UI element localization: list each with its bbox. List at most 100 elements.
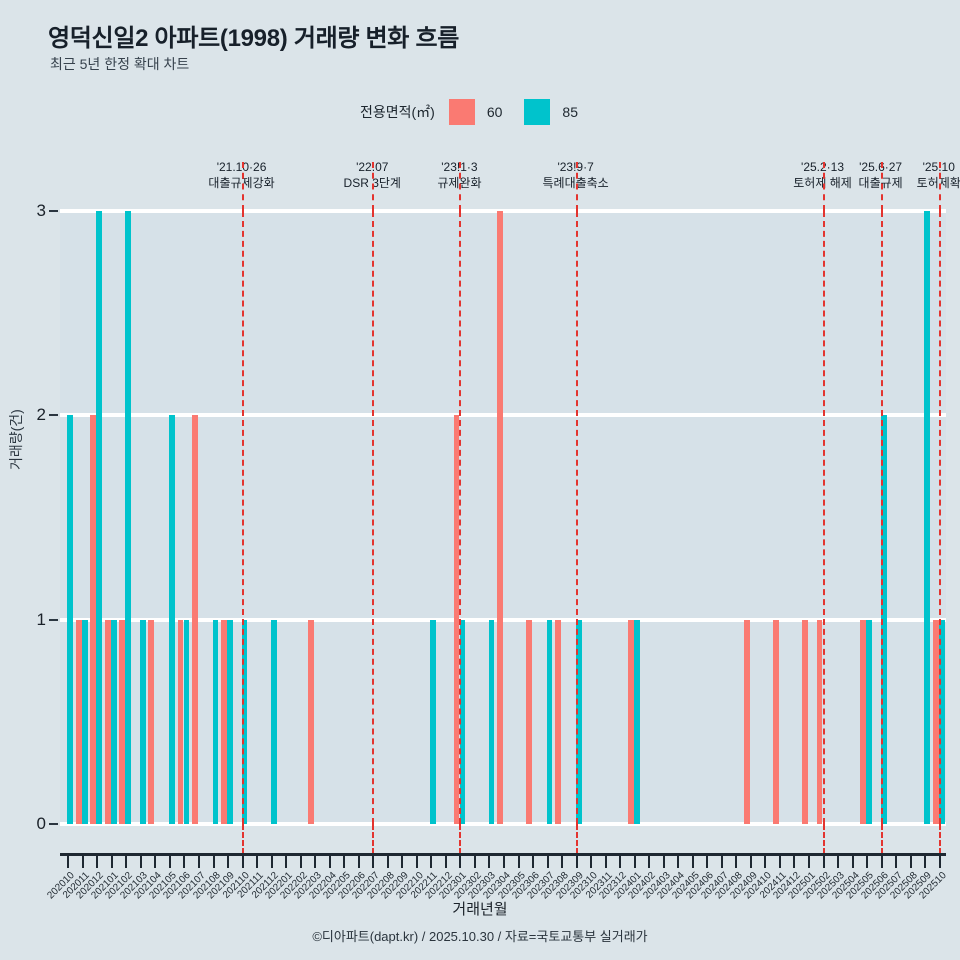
legend-swatch-60 bbox=[448, 99, 475, 125]
bar[interactable] bbox=[526, 619, 532, 824]
page-subtitle: 최근 5년 한정 확대 차트 bbox=[50, 56, 190, 72]
bar[interactable] bbox=[932, 619, 939, 824]
x-tick-mark bbox=[444, 856, 447, 868]
x-tick-mark bbox=[154, 856, 157, 868]
x-tick-mark bbox=[575, 856, 578, 868]
legend-item-60[interactable]: 60 bbox=[448, 99, 502, 125]
bar[interactable] bbox=[802, 619, 808, 824]
footer-credit: ©디아파트(dapt.kr) / 2025.10.30 / 자료=국토교통부 실… bbox=[312, 929, 648, 944]
x-tick-mark bbox=[343, 856, 346, 868]
x-axis-label: 거래년월 bbox=[452, 901, 508, 918]
bar[interactable] bbox=[575, 619, 582, 824]
bar[interactable] bbox=[75, 619, 82, 824]
y-tick-label: 2 bbox=[36, 405, 46, 425]
y-tick-label: 3 bbox=[36, 201, 46, 220]
annotation-date: '25.6·27 bbox=[859, 160, 903, 174]
bar[interactable] bbox=[212, 619, 219, 824]
x-tick-mark bbox=[909, 856, 912, 868]
y-tick-label: 0 bbox=[36, 814, 46, 833]
bar[interactable] bbox=[81, 619, 88, 824]
y-tick-mark bbox=[49, 210, 58, 212]
annotation-label-tick bbox=[459, 162, 462, 211]
annotation-label: '22.07 DSR 3단계 bbox=[344, 160, 401, 191]
bar[interactable] bbox=[924, 211, 931, 824]
bar[interactable] bbox=[743, 619, 750, 824]
x-tick-mark bbox=[270, 856, 273, 868]
x-tick-mark bbox=[808, 856, 811, 868]
bar[interactable] bbox=[119, 619, 126, 824]
bar[interactable] bbox=[633, 619, 640, 824]
bar[interactable] bbox=[459, 619, 466, 824]
x-tick-mark bbox=[212, 856, 215, 868]
bar[interactable] bbox=[110, 619, 117, 824]
bar[interactable] bbox=[627, 619, 634, 824]
bar[interactable] bbox=[90, 415, 97, 824]
x-tick-mark bbox=[822, 856, 825, 868]
annotation-vline bbox=[575, 211, 578, 824]
annotation-date: '22.07 bbox=[356, 160, 389, 174]
bar[interactable] bbox=[860, 619, 866, 824]
x-tick-mark bbox=[590, 856, 593, 868]
annotation-vline bbox=[880, 211, 883, 824]
bar[interactable] bbox=[221, 619, 227, 824]
x-tick-mark bbox=[604, 856, 607, 868]
x-tick-mark bbox=[546, 856, 549, 868]
bar[interactable] bbox=[488, 619, 495, 824]
bar[interactable] bbox=[183, 619, 190, 824]
annotation-vline bbox=[372, 211, 375, 824]
plot-area bbox=[60, 209, 946, 826]
bar[interactable] bbox=[453, 415, 460, 824]
bar[interactable] bbox=[241, 619, 248, 824]
x-tick-mark bbox=[285, 856, 288, 868]
x-tick-mark bbox=[866, 856, 869, 868]
annotation-vline-stub bbox=[938, 824, 941, 854]
bar[interactable] bbox=[192, 415, 198, 824]
x-tick-mark bbox=[81, 856, 84, 868]
annotation-date: '23!9·7 bbox=[557, 160, 594, 174]
x-tick-mark bbox=[401, 856, 404, 868]
bar[interactable] bbox=[104, 619, 111, 824]
bar[interactable] bbox=[546, 619, 553, 824]
x-tick-mark bbox=[633, 856, 636, 868]
annotation-label-tick bbox=[575, 162, 578, 211]
x-tick-mark bbox=[299, 856, 302, 868]
bar[interactable] bbox=[125, 211, 132, 824]
x-tick-mark bbox=[778, 856, 781, 868]
x-tick-mark bbox=[67, 856, 70, 868]
grid-line bbox=[60, 413, 946, 418]
bar[interactable] bbox=[555, 619, 561, 824]
x-tick-mark bbox=[851, 856, 854, 868]
annotation-date: '25.2·13 bbox=[801, 160, 845, 174]
bar[interactable] bbox=[816, 619, 823, 824]
bar[interactable] bbox=[227, 619, 233, 824]
annotation-vline-stub bbox=[372, 824, 375, 854]
x-tick-mark bbox=[183, 856, 186, 868]
bar[interactable] bbox=[96, 211, 103, 824]
annotation-label-tick bbox=[880, 162, 883, 211]
x-tick-mark bbox=[314, 856, 317, 868]
grid-line bbox=[60, 617, 946, 622]
bar[interactable] bbox=[773, 619, 779, 824]
annotation-vline-stub bbox=[822, 824, 825, 854]
bar[interactable] bbox=[148, 619, 155, 824]
bar[interactable] bbox=[866, 619, 873, 824]
x-tick-mark bbox=[357, 856, 360, 868]
bar[interactable] bbox=[430, 619, 437, 824]
bar[interactable] bbox=[177, 619, 184, 824]
x-tick-mark bbox=[793, 856, 796, 868]
bar[interactable] bbox=[308, 619, 315, 824]
legend-item-85[interactable]: 85 bbox=[524, 99, 578, 125]
bar[interactable] bbox=[67, 415, 74, 824]
bar[interactable] bbox=[270, 619, 277, 824]
bar[interactable] bbox=[497, 211, 503, 824]
annotation-date: '21.10·26 bbox=[216, 160, 267, 174]
x-tick-mark bbox=[386, 856, 389, 868]
grid-line bbox=[60, 822, 946, 826]
bar[interactable] bbox=[140, 619, 146, 824]
x-tick-mark bbox=[256, 856, 259, 868]
bar[interactable] bbox=[880, 415, 887, 824]
bar[interactable] bbox=[169, 415, 175, 824]
x-tick-mark bbox=[503, 856, 505, 868]
bar[interactable] bbox=[938, 619, 945, 824]
